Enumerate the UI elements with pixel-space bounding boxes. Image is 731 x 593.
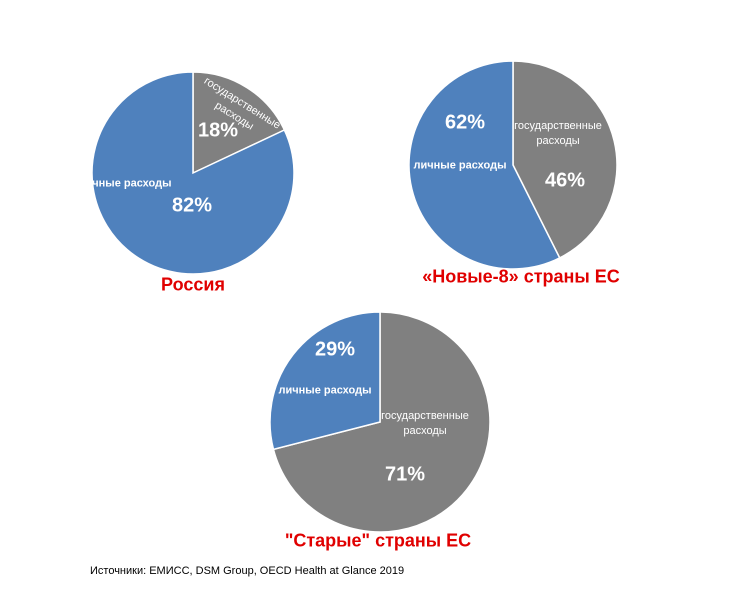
pie-slice [269, 311, 381, 451]
value-label: 71% [384, 463, 426, 486]
pie-slice [192, 71, 286, 175]
value-label: 46% [544, 169, 586, 192]
slice-name: государственные расходы [381, 410, 469, 437]
slice-name: личные расходы [278, 384, 372, 397]
value-label: 18% [197, 119, 239, 142]
pie-slice [91, 71, 295, 275]
pie-slice [272, 311, 491, 533]
slice-name: личные расходы [78, 177, 172, 190]
slice-name: личные расходы [413, 159, 507, 172]
value-label: 29% [314, 338, 356, 361]
value-label: 62% [444, 111, 486, 134]
pie-slice [512, 60, 618, 259]
chart-title: Россия [161, 274, 225, 295]
source: Источники: ЕМИСС, DSM Group, OECD Health… [90, 565, 405, 577]
value-label: 82% [171, 194, 213, 217]
slice-name: государственные расходы [514, 120, 602, 147]
chart-title: "Старые" страны ЕС [284, 530, 472, 551]
pie-slice [408, 60, 561, 270]
chart-title: «Новые-8» страны ЕС [422, 266, 620, 287]
